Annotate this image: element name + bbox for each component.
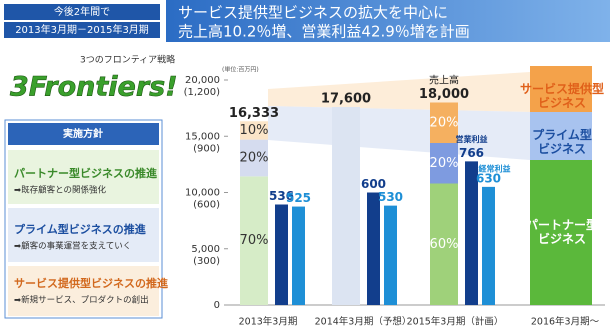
- revenue-segment: [240, 176, 268, 305]
- share-label: 70%: [240, 233, 269, 248]
- future-segment: [530, 160, 592, 305]
- policy-title: 実施方針: [63, 127, 103, 140]
- logo: 3Frontiers!: [10, 72, 178, 103]
- share-label: 20%: [240, 151, 269, 166]
- y-tick-label: 5,000: [191, 244, 220, 255]
- profit-label: 630: [476, 171, 501, 185]
- x-tick-label: 2013年3月期: [239, 316, 298, 328]
- x-tick-label: 2016年3月期～: [531, 316, 600, 328]
- y-tick-label: 0: [214, 300, 220, 311]
- revenue-label: 16,333: [229, 106, 279, 121]
- series-name: 営業利益: [456, 134, 488, 144]
- revenue-segment: [240, 139, 268, 177]
- policy-item-detail: ➡既存顧客との関係強化: [14, 185, 107, 196]
- period-box: [4, 22, 160, 38]
- policy-head: [8, 123, 159, 145]
- band: [268, 72, 530, 112]
- period-label: 今後2年間で: [54, 5, 110, 18]
- future-segment: [530, 112, 592, 160]
- revenue-label: 18,000: [419, 87, 469, 102]
- policy-item-bg: [8, 266, 159, 316]
- y2-tick-label: (900): [193, 143, 220, 154]
- y2-tick-label: (300): [193, 256, 220, 267]
- band: [268, 106, 530, 160]
- policy-item-detail: ➡顧客の事業運営を支えていく: [14, 241, 131, 252]
- y-tick-label: 15,000: [185, 131, 220, 142]
- title-bg: [166, 0, 610, 42]
- period-box: [4, 4, 160, 20]
- title: 売上高10.2％増、営業利益42.9％増を計画: [178, 23, 470, 41]
- share-label: 60%: [430, 237, 459, 252]
- segment-name: パートナー型 ビジネス: [525, 218, 598, 246]
- profit-bar: [367, 192, 380, 305]
- y2-tick-label: (600): [193, 200, 220, 211]
- revenue-segment: [240, 121, 268, 140]
- profit-bar: [275, 204, 288, 305]
- profit-bar: [292, 206, 305, 305]
- policy-item-title: パートナー型ビジネスの推進: [14, 166, 158, 180]
- strategy-caption: 3つのフロンティア戦略: [80, 54, 175, 66]
- profit-bar: [384, 205, 397, 305]
- revenue-segment: [430, 183, 458, 305]
- profit-label: 600: [361, 177, 386, 191]
- revenue-segment: [430, 143, 458, 184]
- series-name: 経常利益: [479, 163, 511, 173]
- title: サービス提供型ビジネスの拡大を中心に: [178, 4, 448, 22]
- profit-bar: [482, 186, 495, 305]
- x-tick-label: 2015年3月期（計画）: [407, 316, 504, 328]
- revenue-name: 売上高: [429, 74, 459, 87]
- policy-item-detail: ➡新規サービス、プロダクトの創出: [14, 295, 149, 306]
- profit-bar: [465, 161, 478, 305]
- policy-item-bg: [8, 208, 159, 262]
- share-label: 20%: [430, 115, 459, 130]
- revenue-bar: [332, 107, 360, 305]
- share-label: 10%: [240, 123, 269, 138]
- segment-name: サービス提供型 ビジネス: [520, 82, 605, 110]
- y2-tick-label: (1,200): [184, 87, 221, 98]
- share-label: 20%: [430, 156, 459, 171]
- revenue-segment: [430, 102, 458, 143]
- x-tick-label: 2014年3月期（予想）: [315, 316, 412, 328]
- period-range: 2013年3月期－2015年3月期: [15, 23, 149, 36]
- y-tick-label: 20,000: [185, 75, 220, 86]
- unit-label: (単位:百万円): [222, 66, 259, 74]
- policy-item-title: サービス提供型ビジネスの推進: [14, 276, 169, 290]
- revenue-label: 17,600: [321, 92, 371, 107]
- profit-label: 530: [378, 190, 403, 204]
- y-tick-label: 10,000: [185, 188, 220, 199]
- policy-item-title: プライム型ビジネスの推進: [14, 222, 147, 236]
- profit-label: 525: [286, 191, 311, 205]
- profit-label: 766: [459, 146, 484, 160]
- segment-name: プライム型 ビジネス: [532, 128, 592, 156]
- policy-item-bg: [8, 150, 159, 204]
- profit-label: 536: [269, 189, 294, 203]
- future-segment: [530, 66, 592, 112]
